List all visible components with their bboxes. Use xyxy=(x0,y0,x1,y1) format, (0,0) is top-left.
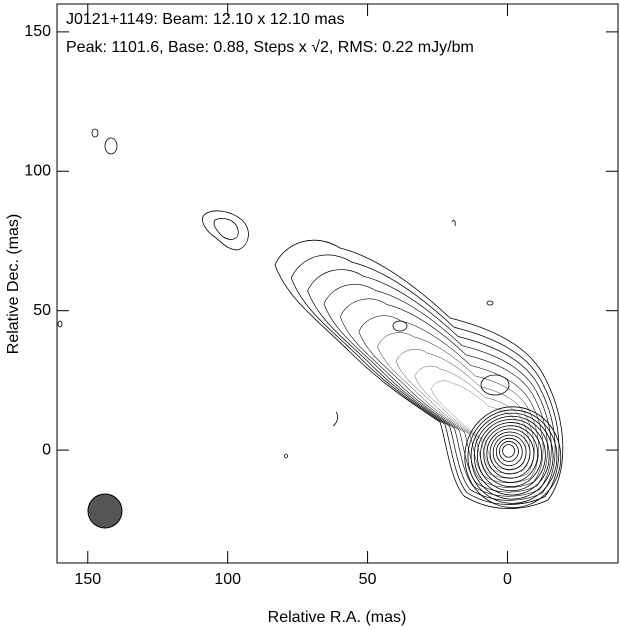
contour xyxy=(476,418,546,492)
contour xyxy=(483,425,539,483)
contour xyxy=(430,380,527,470)
chart-subtitle: Peak: 1101.6, Base: 0.88, Steps x √2, RM… xyxy=(66,39,474,56)
contour xyxy=(486,300,494,306)
contour xyxy=(377,332,539,483)
y-axis-label: Relative Dec. (mas) xyxy=(5,214,22,354)
y-tick-label: 50 xyxy=(33,302,51,319)
contour xyxy=(307,269,556,501)
contour xyxy=(495,437,523,467)
y-tick-label: 100 xyxy=(24,163,51,180)
contour xyxy=(339,298,548,493)
contour xyxy=(414,365,531,474)
contour xyxy=(213,218,239,240)
contour xyxy=(464,406,562,509)
plot-frame xyxy=(56,3,619,564)
contour xyxy=(480,422,542,488)
contour xyxy=(104,137,118,155)
contour-map xyxy=(57,128,564,509)
contour xyxy=(274,239,564,509)
y-tick-label: 0 xyxy=(42,441,51,458)
contour xyxy=(323,283,552,497)
contour xyxy=(480,374,510,396)
contour xyxy=(486,428,535,479)
contour xyxy=(202,210,249,251)
contour xyxy=(499,441,519,462)
beam xyxy=(87,493,123,529)
x-tick-label: 100 xyxy=(214,571,241,588)
contour xyxy=(284,453,288,459)
contour xyxy=(395,349,535,479)
contour xyxy=(489,431,531,475)
contour xyxy=(451,219,456,227)
contour xyxy=(57,320,63,328)
contour xyxy=(473,415,550,496)
x-axis-label: Relative R.A. (mas) xyxy=(268,609,407,626)
contour xyxy=(492,434,527,471)
x-tick-label: 0 xyxy=(503,571,512,588)
contour xyxy=(467,409,558,504)
contour xyxy=(332,411,339,427)
x-tick-label: 50 xyxy=(359,571,377,588)
y-tick-label: 150 xyxy=(24,23,51,40)
contour xyxy=(502,444,516,458)
contour xyxy=(91,128,99,138)
contour xyxy=(358,315,544,488)
contour xyxy=(290,254,560,505)
x-tick-label: 150 xyxy=(74,571,101,588)
chart-title: J0121+1149: Beam: 12.10 x 12.10 mas xyxy=(66,11,345,28)
contour xyxy=(392,320,408,332)
contour xyxy=(470,412,554,500)
